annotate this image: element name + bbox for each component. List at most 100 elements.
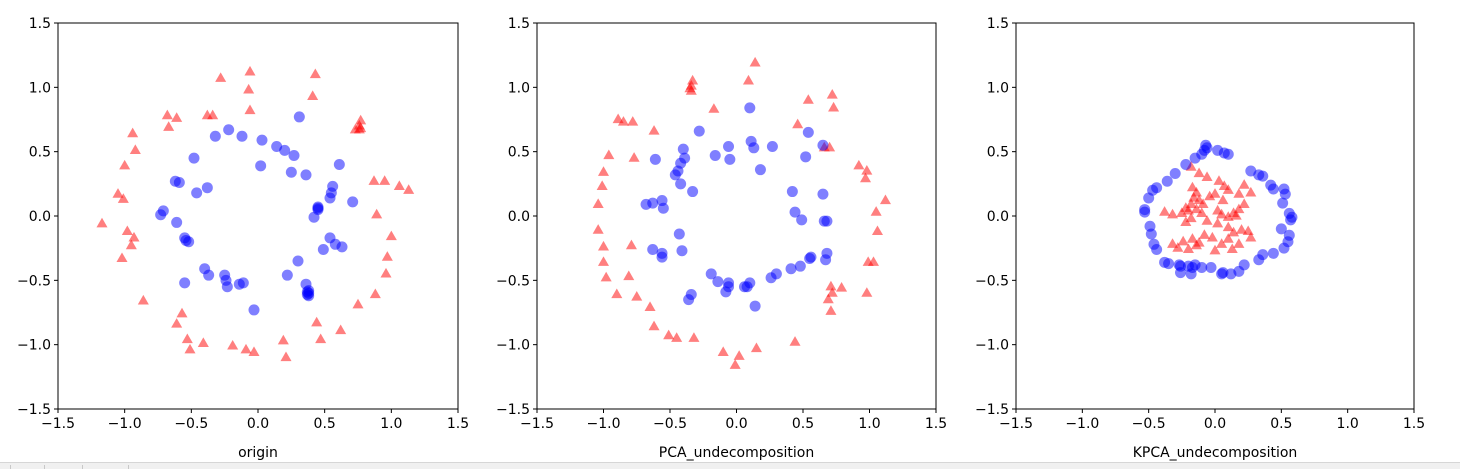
data-point-triangle — [663, 329, 675, 340]
data-point-triangle — [1216, 208, 1228, 219]
data-point-triangle — [1238, 179, 1250, 189]
series-triangles — [96, 65, 415, 362]
data-point-triangle — [644, 301, 656, 311]
data-point-circle — [236, 130, 248, 142]
data-point-triangle — [631, 291, 643, 301]
data-point-circle — [237, 277, 249, 289]
data-point-triangle — [1159, 206, 1171, 216]
data-point-triangle — [119, 159, 131, 170]
y-tick-label: −0.5 — [17, 273, 51, 289]
x-tick-label: −1.0 — [1065, 416, 1099, 432]
y-tick-label: 0.5 — [987, 145, 1009, 161]
data-point-triangle — [1186, 233, 1198, 243]
data-point-circle — [285, 166, 297, 178]
data-point-triangle — [1213, 175, 1225, 185]
data-point-circle — [821, 215, 833, 227]
data-point-triangle — [1226, 243, 1238, 254]
data-point-circle — [749, 300, 761, 312]
data-point-circle — [347, 196, 359, 208]
data-point-circle — [188, 152, 200, 164]
data-point-triangle — [828, 101, 840, 112]
data-point-circle — [675, 178, 687, 190]
data-point-circle — [1163, 258, 1175, 270]
data-point-triangle — [1233, 188, 1245, 198]
x-tick-label: 1.5 — [925, 416, 947, 432]
data-point-triangle — [671, 332, 683, 342]
data-point-triangle — [1212, 217, 1224, 228]
data-point-triangle — [617, 116, 629, 126]
data-point-triangle — [1245, 186, 1257, 197]
data-point-circle — [786, 186, 798, 198]
data-point-triangle — [1196, 207, 1208, 218]
data-point-triangle — [163, 121, 175, 131]
x-tick-label: −0.5 — [1132, 416, 1166, 432]
data-point-circle — [1143, 192, 1155, 204]
data-point-circle — [255, 160, 267, 172]
x-tick-label: −0.5 — [653, 416, 687, 432]
status-bar — [0, 462, 1460, 469]
data-point-triangle — [861, 287, 873, 297]
x-tick-label: −1.0 — [587, 416, 621, 432]
data-point-triangle — [648, 320, 660, 331]
x-tick-label: 0.0 — [1204, 416, 1226, 432]
data-point-triangle — [750, 342, 762, 353]
x-tick-label: −1.5 — [41, 416, 75, 432]
data-point-circle — [647, 243, 659, 255]
data-point-triangle — [96, 217, 108, 228]
x-tick-label: −0.5 — [174, 416, 208, 432]
y-tick-label: −1.0 — [17, 338, 51, 354]
data-point-circle — [1222, 148, 1234, 160]
data-point-circle — [292, 255, 304, 267]
data-point-triangle — [729, 359, 741, 369]
data-point-circle — [308, 211, 320, 223]
data-point-circle — [794, 260, 806, 272]
data-point-circle — [300, 169, 312, 181]
data-point-triangle — [628, 152, 640, 162]
data-point-circle — [333, 159, 345, 171]
data-point-triangle — [1233, 238, 1245, 248]
data-point-triangle — [826, 287, 838, 297]
data-point-triangle — [1222, 221, 1234, 232]
y-tick-label: −1.5 — [496, 402, 530, 418]
data-point-triangle — [1185, 198, 1197, 209]
data-point-triangle — [1180, 216, 1192, 227]
data-point-circle — [724, 153, 736, 165]
y-tick-label: 1.0 — [987, 80, 1009, 96]
data-point-triangle — [1238, 198, 1250, 209]
data-point-triangle — [1182, 243, 1194, 254]
series-triangles — [592, 56, 891, 369]
data-point-triangle — [176, 307, 188, 318]
data-point-triangle — [1201, 215, 1213, 225]
data-point-triangle — [385, 230, 397, 241]
data-point-circle — [1285, 214, 1297, 226]
data-point-triangle — [280, 351, 292, 362]
data-point-triangle — [379, 175, 391, 185]
data-point-circle — [754, 164, 766, 176]
y-tick-label: 1.0 — [508, 80, 530, 96]
data-point-circle — [705, 268, 717, 280]
data-point-circle — [1180, 159, 1192, 171]
data-point-circle — [789, 206, 801, 218]
data-point-circle — [1205, 261, 1217, 273]
data-point-triangle — [315, 333, 327, 344]
x-tick-label: −1.5 — [999, 416, 1033, 432]
data-point-circle — [201, 182, 213, 194]
data-point-triangle — [1190, 186, 1202, 197]
data-point-triangle — [335, 324, 347, 335]
data-point-triangle — [592, 224, 604, 234]
data-point-circle — [336, 241, 348, 253]
data-point-triangle — [802, 94, 814, 104]
data-point-triangle — [371, 208, 383, 219]
plot-area — [536, 22, 937, 410]
scatter-panel-3: −1.5 −1.0 −0.5 0.0 0.5 1.0 1.5 −1.5 −1.0 −0.5 0.0 0… — [975, 16, 1425, 461]
x-tick-label: 0.0 — [247, 416, 269, 432]
data-point-triangle — [597, 166, 610, 176]
data-point-triangle — [1185, 212, 1197, 223]
data-point-circle — [293, 111, 305, 123]
data-point-triangle — [1193, 167, 1205, 178]
data-point-circle — [676, 245, 688, 257]
status-bar-divider — [44, 465, 45, 469]
data-point-circle — [288, 150, 300, 162]
data-point-triangle — [1167, 238, 1179, 248]
data-point-triangle — [685, 85, 697, 95]
